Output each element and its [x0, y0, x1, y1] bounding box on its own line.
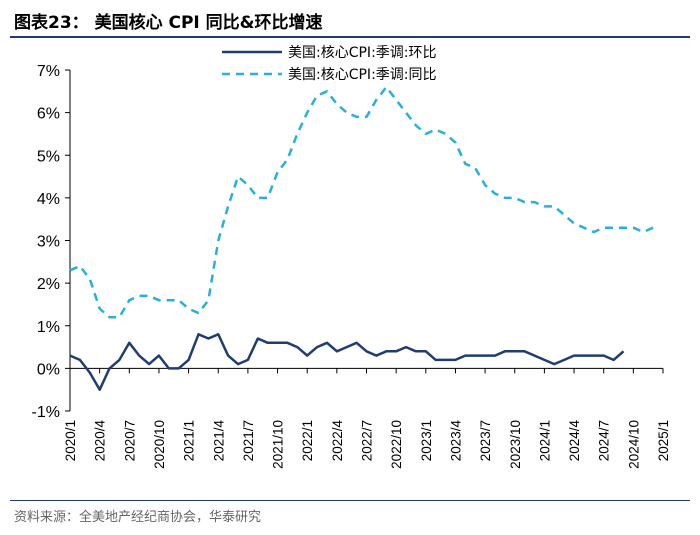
series-layer [69, 85, 654, 391]
x-tick-label: 2025/1 [656, 420, 671, 461]
y-tick-label: 4% [37, 191, 60, 208]
x-tick-label: 2022/4 [330, 420, 345, 462]
chart-title: 图表23： 美国核心 CPI 同比&环比增速 [14, 13, 323, 33]
y-tick-label: 5% [37, 148, 60, 165]
y-tick-label: 7% [37, 63, 60, 80]
y-tick-label: 3% [37, 234, 60, 251]
x-tick-label: 2021/4 [211, 420, 226, 462]
y-tick-label: -1% [32, 404, 60, 421]
x-tick-label: 2021/7 [241, 420, 256, 461]
x-tick-label: 2022/10 [389, 420, 404, 469]
series-mom-line [69, 333, 625, 391]
x-tick-label: 2023/1 [419, 420, 434, 461]
x-tick-label: 2021/10 [271, 420, 286, 469]
title-divider [10, 36, 690, 38]
y-tick-label: 6% [37, 106, 60, 123]
legend-label-yoy: 美国:核心CPI:季调:同比 [288, 67, 437, 83]
x-tick-label: 2020/7 [122, 420, 137, 461]
x-tick-label: 2023/10 [508, 420, 523, 469]
y-axis: -1% 0% 1% 2% 3% 4% 5% 6% 7% [32, 63, 71, 421]
x-tick-label: 2024/10 [626, 420, 641, 469]
x-tick-label: 2024/7 [597, 420, 612, 461]
x-tick-label: 2024/4 [567, 420, 582, 462]
x-tick-label: 2021/1 [182, 420, 197, 461]
y-tick-label: 1% [37, 319, 60, 336]
x-tick-label: 2023/4 [448, 420, 463, 462]
source-note: 资料来源：全美地产经纪商协会，华泰研究 [14, 510, 262, 525]
source-divider [10, 500, 690, 501]
x-tick-label: 2022/1 [300, 420, 315, 461]
legend-label-mom: 美国:核心CPI:季调:环比 [288, 45, 437, 61]
x-tick-label: 2024/1 [537, 420, 552, 461]
x-tick-label: 2022/7 [360, 420, 375, 461]
y-tick-label: 0% [37, 361, 60, 378]
y-tick-label: 2% [37, 276, 60, 293]
x-tick-label: 2020/4 [93, 420, 108, 462]
series-yoy-line [69, 85, 654, 319]
x-axis: 2020/1 2020/4 2020/7 2020/10 2021/1 2021/4 202… [63, 367, 671, 469]
x-tick-label: 2023/7 [478, 420, 493, 461]
x-tick-label: 2020/10 [152, 420, 167, 469]
x-tick-label: 2020/1 [63, 420, 78, 461]
